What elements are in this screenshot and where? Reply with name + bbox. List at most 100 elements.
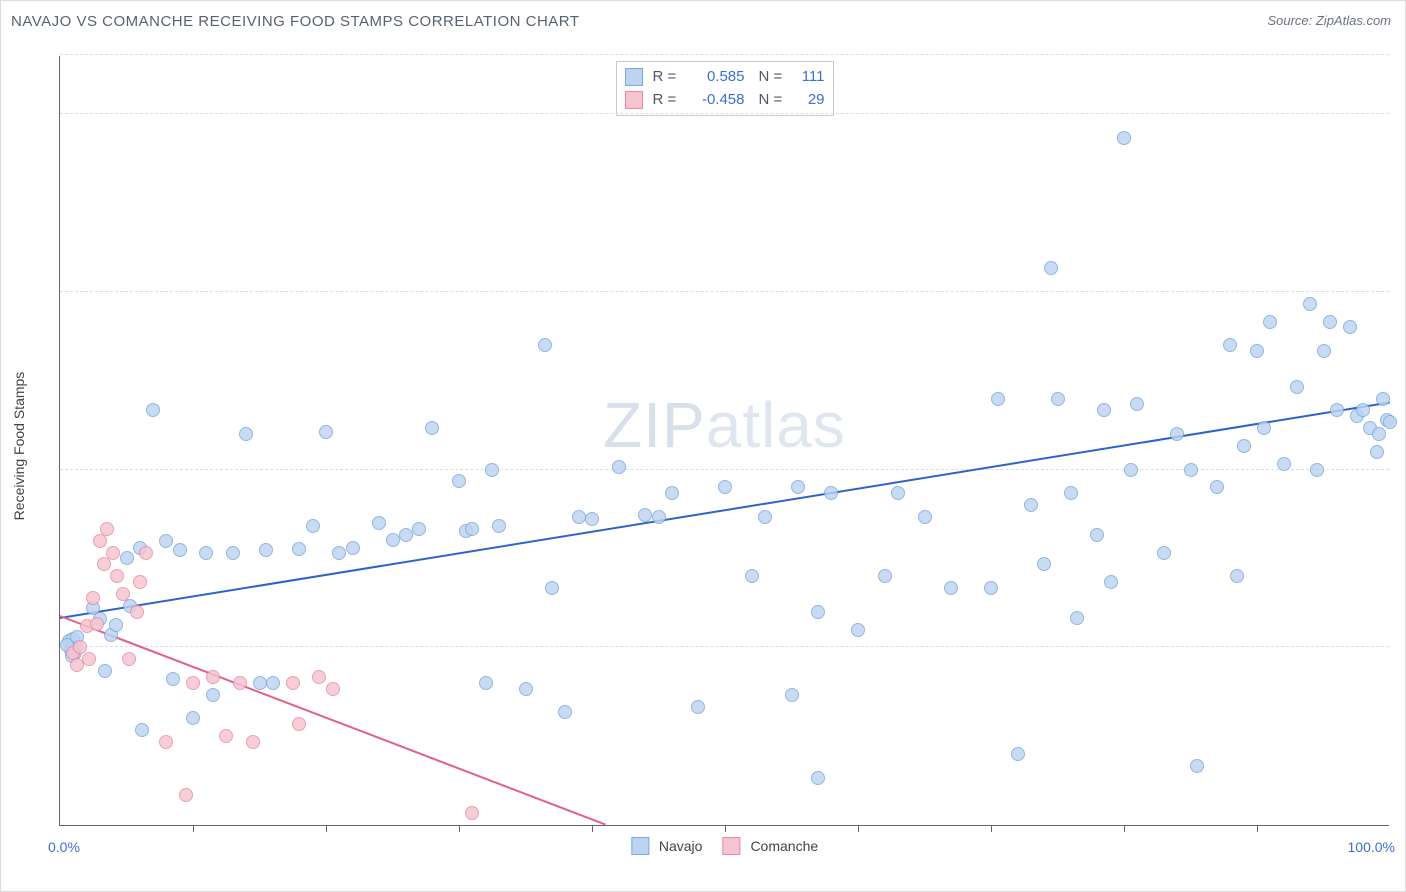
data-point[interactable]	[665, 486, 679, 500]
data-point[interactable]	[984, 581, 998, 595]
data-point[interactable]	[1024, 498, 1038, 512]
data-point[interactable]	[226, 546, 240, 560]
data-point[interactable]	[851, 623, 865, 637]
data-point[interactable]	[146, 403, 160, 417]
data-point[interactable]	[1376, 392, 1390, 406]
data-point[interactable]	[186, 676, 200, 690]
data-point[interactable]	[1210, 480, 1224, 494]
data-point[interactable]	[386, 533, 400, 547]
data-point[interactable]	[1184, 463, 1198, 477]
data-point[interactable]	[465, 522, 479, 536]
data-point[interactable]	[558, 705, 572, 719]
data-point[interactable]	[1044, 261, 1058, 275]
legend-item-comanche[interactable]: Comanche	[722, 837, 818, 855]
data-point[interactable]	[186, 711, 200, 725]
data-point[interactable]	[206, 670, 220, 684]
data-point[interactable]	[1070, 611, 1084, 625]
data-point[interactable]	[286, 676, 300, 690]
data-point[interactable]	[785, 688, 799, 702]
data-point[interactable]	[1310, 463, 1324, 477]
data-point[interactable]	[1372, 427, 1386, 441]
data-point[interactable]	[1257, 421, 1271, 435]
data-point[interactable]	[139, 546, 153, 560]
data-point[interactable]	[1130, 397, 1144, 411]
data-point[interactable]	[86, 591, 100, 605]
data-point[interactable]	[452, 474, 466, 488]
data-point[interactable]	[991, 392, 1005, 406]
data-point[interactable]	[791, 480, 805, 494]
data-point[interactable]	[492, 519, 506, 533]
data-point[interactable]	[159, 735, 173, 749]
data-point[interactable]	[1223, 338, 1237, 352]
data-point[interactable]	[811, 771, 825, 785]
data-point[interactable]	[1303, 297, 1317, 311]
data-point[interactable]	[479, 676, 493, 690]
data-point[interactable]	[306, 519, 320, 533]
data-point[interactable]	[1011, 747, 1025, 761]
data-point[interactable]	[90, 617, 104, 631]
data-point[interactable]	[1323, 315, 1337, 329]
data-point[interactable]	[1157, 546, 1171, 560]
data-point[interactable]	[98, 664, 112, 678]
data-point[interactable]	[173, 543, 187, 557]
data-point[interactable]	[239, 427, 253, 441]
data-point[interactable]	[1263, 315, 1277, 329]
data-point[interactable]	[372, 516, 386, 530]
data-point[interactable]	[1230, 569, 1244, 583]
data-point[interactable]	[745, 569, 759, 583]
data-point[interactable]	[1170, 427, 1184, 441]
data-point[interactable]	[465, 806, 479, 820]
data-point[interactable]	[1330, 403, 1344, 417]
data-point[interactable]	[1290, 380, 1304, 394]
data-point[interactable]	[1117, 131, 1131, 145]
data-point[interactable]	[133, 575, 147, 589]
data-point[interactable]	[425, 421, 439, 435]
data-point[interactable]	[718, 480, 732, 494]
data-point[interactable]	[319, 425, 333, 439]
data-point[interactable]	[100, 522, 114, 536]
data-point[interactable]	[206, 688, 220, 702]
data-point[interactable]	[253, 676, 267, 690]
data-point[interactable]	[399, 528, 413, 542]
data-point[interactable]	[585, 512, 599, 526]
data-point[interactable]	[246, 735, 260, 749]
data-point[interactable]	[120, 551, 134, 565]
data-point[interactable]	[1090, 528, 1104, 542]
data-point[interactable]	[233, 676, 247, 690]
data-point[interactable]	[97, 557, 111, 571]
data-point[interactable]	[1237, 439, 1251, 453]
data-point[interactable]	[1250, 344, 1264, 358]
data-point[interactable]	[1097, 403, 1111, 417]
legend-item-navajo[interactable]: Navajo	[631, 837, 703, 855]
data-point[interactable]	[110, 569, 124, 583]
data-point[interactable]	[332, 546, 346, 560]
data-point[interactable]	[652, 510, 666, 524]
data-point[interactable]	[918, 510, 932, 524]
data-point[interactable]	[199, 546, 213, 560]
source-link[interactable]: Source: ZipAtlas.com	[1267, 13, 1391, 28]
data-point[interactable]	[891, 486, 905, 500]
data-point[interactable]	[1317, 344, 1331, 358]
data-point[interactable]	[638, 508, 652, 522]
data-point[interactable]	[326, 682, 340, 696]
data-point[interactable]	[130, 605, 144, 619]
data-point[interactable]	[109, 618, 123, 632]
data-point[interactable]	[878, 569, 892, 583]
data-point[interactable]	[545, 581, 559, 595]
data-point[interactable]	[1124, 463, 1138, 477]
data-point[interactable]	[944, 581, 958, 595]
data-point[interactable]	[166, 672, 180, 686]
data-point[interactable]	[135, 723, 149, 737]
data-point[interactable]	[1064, 486, 1078, 500]
data-point[interactable]	[572, 510, 586, 524]
data-point[interactable]	[485, 463, 499, 477]
data-point[interactable]	[412, 522, 426, 536]
data-point[interactable]	[1383, 415, 1397, 429]
data-point[interactable]	[1104, 575, 1118, 589]
data-point[interactable]	[538, 338, 552, 352]
data-point[interactable]	[312, 670, 326, 684]
data-point[interactable]	[1277, 457, 1291, 471]
data-point[interactable]	[1356, 403, 1370, 417]
data-point[interactable]	[824, 486, 838, 500]
data-point[interactable]	[1037, 557, 1051, 571]
